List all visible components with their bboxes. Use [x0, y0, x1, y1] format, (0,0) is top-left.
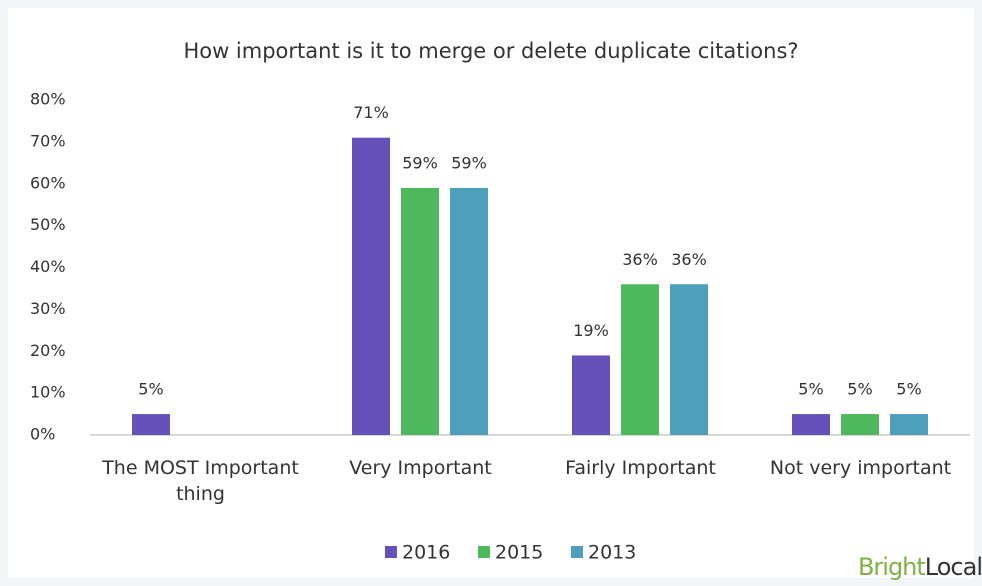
data-label: 5%: [798, 380, 823, 399]
legend-swatch: [478, 546, 490, 558]
bar: [621, 284, 659, 435]
legend-label: 2016: [402, 542, 450, 564]
y-tick-label: 70%: [30, 131, 66, 150]
data-label: 5%: [138, 380, 163, 399]
legend-swatch: [571, 546, 583, 558]
bar: [572, 355, 610, 435]
brand-logo: BrightLocal: [858, 553, 982, 581]
bar: [401, 187, 439, 435]
x-tick-label: Not very important: [769, 457, 952, 479]
data-label: 5%: [847, 380, 872, 399]
bar: [670, 284, 708, 435]
brand-part: Bright: [858, 553, 925, 581]
data-label: 36%: [622, 250, 658, 269]
y-tick-label: 0%: [30, 425, 55, 444]
brand-part: Local: [925, 553, 982, 581]
x-tick-label: Very Important: [349, 457, 492, 479]
y-tick-label: 20%: [30, 341, 66, 360]
y-tick-label: 30%: [30, 299, 66, 318]
bar: [132, 414, 170, 435]
data-label: 71%: [353, 103, 389, 122]
data-label: 19%: [573, 321, 609, 340]
bar: [352, 137, 390, 435]
bar: [450, 187, 488, 435]
bar: [890, 414, 928, 435]
bar: [792, 414, 830, 435]
y-tick-label: 50%: [30, 215, 66, 234]
x-tick-label: Fairly Important: [565, 457, 716, 479]
y-tick-label: 60%: [30, 173, 66, 192]
bar: [841, 414, 879, 435]
y-tick-label: 10%: [30, 383, 66, 402]
y-tick-label: 40%: [30, 257, 66, 276]
chart-title: How important is it to merge or delete d…: [183, 39, 798, 63]
chart-background: [8, 8, 974, 578]
data-label: 59%: [451, 153, 487, 172]
data-label: 5%: [896, 380, 921, 399]
data-label: 59%: [402, 153, 438, 172]
legend-label: 2013: [588, 542, 636, 564]
legend-swatch: [385, 546, 397, 558]
x-tick-label: The MOST Important thing: [102, 457, 299, 505]
data-label: 36%: [671, 250, 707, 269]
legend-label: 2015: [495, 542, 543, 564]
y-tick-label: 80%: [30, 90, 66, 109]
